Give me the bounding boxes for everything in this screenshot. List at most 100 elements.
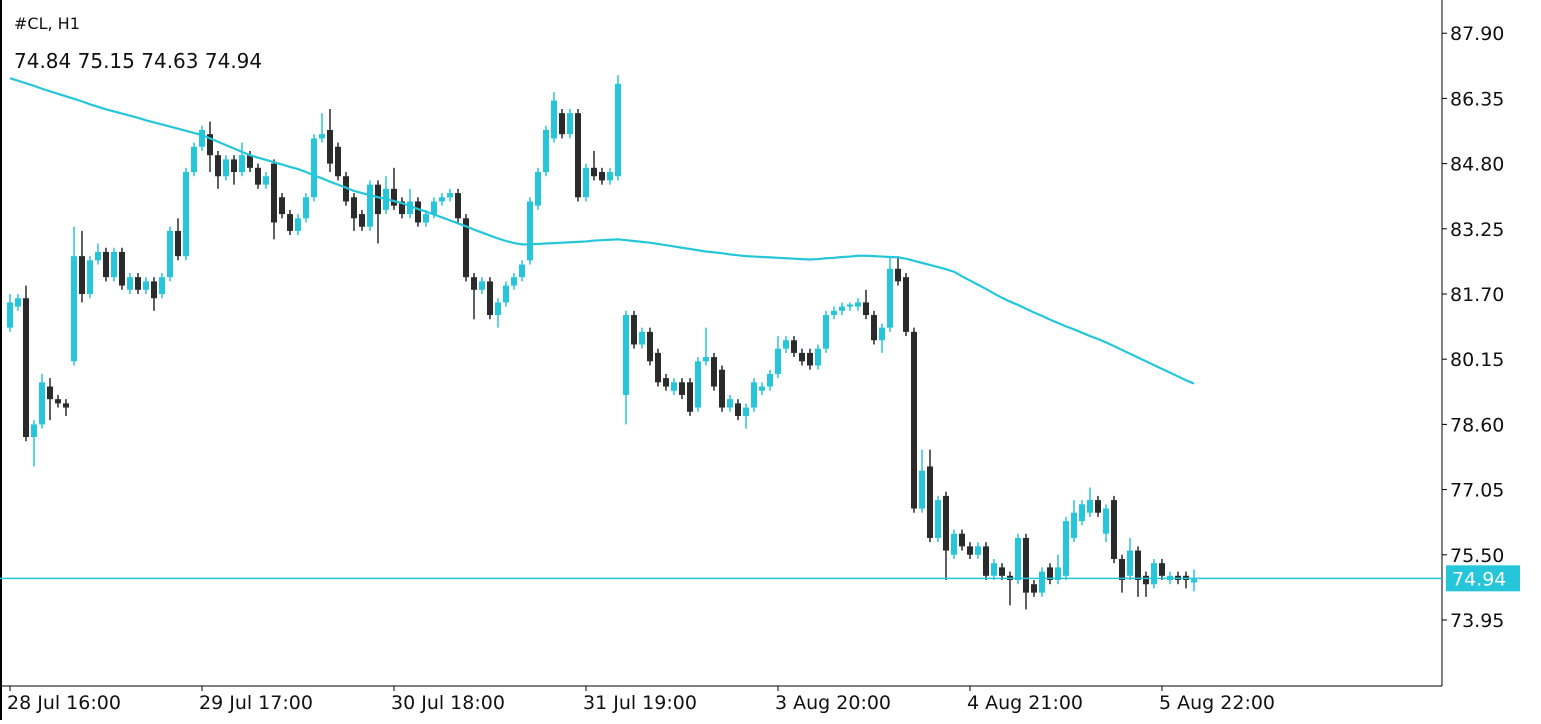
x-tick-label: 30 Jul 18:00 — [391, 692, 505, 714]
y-tick-label: 80.15 — [1450, 349, 1504, 371]
candle-body — [447, 193, 453, 198]
candle-body — [1151, 563, 1157, 585]
candle-body — [631, 315, 637, 345]
candle-body — [375, 184, 381, 215]
candle-body — [199, 129, 205, 147]
candle-body — [719, 369, 725, 408]
candle-body — [615, 83, 621, 177]
candle-body — [311, 138, 317, 198]
candle-body — [727, 399, 733, 408]
candle-body — [1055, 567, 1061, 581]
candle-body — [335, 146, 341, 177]
candle-body — [1063, 521, 1069, 576]
candle-body — [1039, 571, 1045, 593]
candle-body — [359, 214, 365, 227]
candle-body — [823, 315, 829, 349]
candle-body — [1191, 578, 1197, 583]
candle-body — [647, 331, 653, 362]
candle-body — [607, 172, 613, 181]
candle-body — [463, 218, 469, 278]
candle-body — [1095, 500, 1101, 513]
y-tick-label: 73.95 — [1450, 610, 1504, 632]
candle-body — [351, 197, 357, 219]
candle-body — [743, 407, 749, 416]
candle-body — [535, 172, 541, 206]
candle-body — [831, 310, 837, 316]
candle-body — [983, 546, 989, 576]
y-tick-label: 77.05 — [1450, 480, 1504, 502]
candle-body — [639, 331, 645, 345]
candle-body — [23, 298, 29, 438]
candle-body — [855, 302, 861, 307]
low-value: 74.63 — [141, 49, 198, 73]
candle-body — [919, 470, 925, 509]
candle-body — [583, 167, 589, 198]
candle-body — [135, 277, 141, 290]
x-tick-label: 3 Aug 20:00 — [775, 692, 891, 714]
candle-body — [287, 214, 293, 231]
candle-body — [87, 260, 93, 294]
candle-body — [1087, 500, 1093, 513]
candle-body — [591, 167, 597, 177]
ohlc-readout: 74.84 75.15 74.63 74.94 — [14, 49, 262, 73]
candle-body — [567, 113, 573, 135]
candle-body — [175, 230, 181, 257]
candle-body — [1023, 537, 1029, 593]
candle-body — [159, 277, 165, 294]
candle-body — [927, 466, 933, 538]
candle-body — [783, 340, 789, 349]
moving-average — [9, 77, 1195, 385]
candle-body — [943, 495, 949, 551]
candle-body — [887, 268, 893, 328]
candle-body — [455, 193, 461, 219]
candle-body — [1127, 550, 1133, 576]
candle-body — [1079, 504, 1085, 522]
candle-body — [975, 546, 981, 555]
y-tick-label: 86.35 — [1450, 88, 1504, 110]
candle-body — [551, 100, 557, 139]
candle-body — [863, 302, 869, 316]
candle-body — [487, 281, 493, 316]
candle-body — [687, 382, 693, 412]
candle-body — [47, 386, 53, 400]
candle-body — [151, 281, 157, 299]
chart-title: #CL, H1 — [14, 14, 80, 33]
candle-body — [271, 163, 277, 223]
candle-body — [1071, 512, 1077, 538]
candle-body — [967, 546, 973, 555]
candle-body — [327, 129, 333, 164]
candle-body — [79, 256, 85, 294]
candle-body — [479, 281, 485, 290]
candle-body — [951, 533, 957, 555]
candle-body — [31, 424, 37, 438]
high-value: 75.15 — [78, 49, 135, 73]
candle-body — [623, 315, 629, 395]
candle-body — [407, 201, 413, 215]
candle-body — [439, 197, 445, 202]
candle-body — [103, 251, 109, 278]
candle-body — [871, 315, 877, 341]
candle-body — [519, 264, 525, 278]
candle-body — [799, 352, 805, 362]
candle-body — [895, 268, 901, 282]
x-tick-label: 28 Jul 16:00 — [7, 692, 121, 714]
candle-body — [1047, 567, 1053, 581]
y-tick-label: 84.80 — [1450, 154, 1504, 176]
candle-body — [1111, 500, 1117, 559]
candle-body — [999, 567, 1005, 576]
candle-body — [495, 302, 501, 316]
candle-body — [1135, 550, 1141, 581]
candle-body — [39, 382, 45, 425]
candle-body — [879, 327, 885, 341]
candle-body — [759, 386, 765, 391]
candle-body — [575, 113, 581, 198]
candle-body — [1143, 575, 1149, 585]
candle-body — [231, 159, 237, 173]
y-tick-label: 87.90 — [1450, 23, 1504, 45]
candle-body — [807, 352, 813, 366]
candle-body — [1103, 508, 1109, 534]
candle-body — [935, 500, 941, 538]
candle-body — [847, 304, 853, 307]
candle-body — [431, 201, 437, 215]
